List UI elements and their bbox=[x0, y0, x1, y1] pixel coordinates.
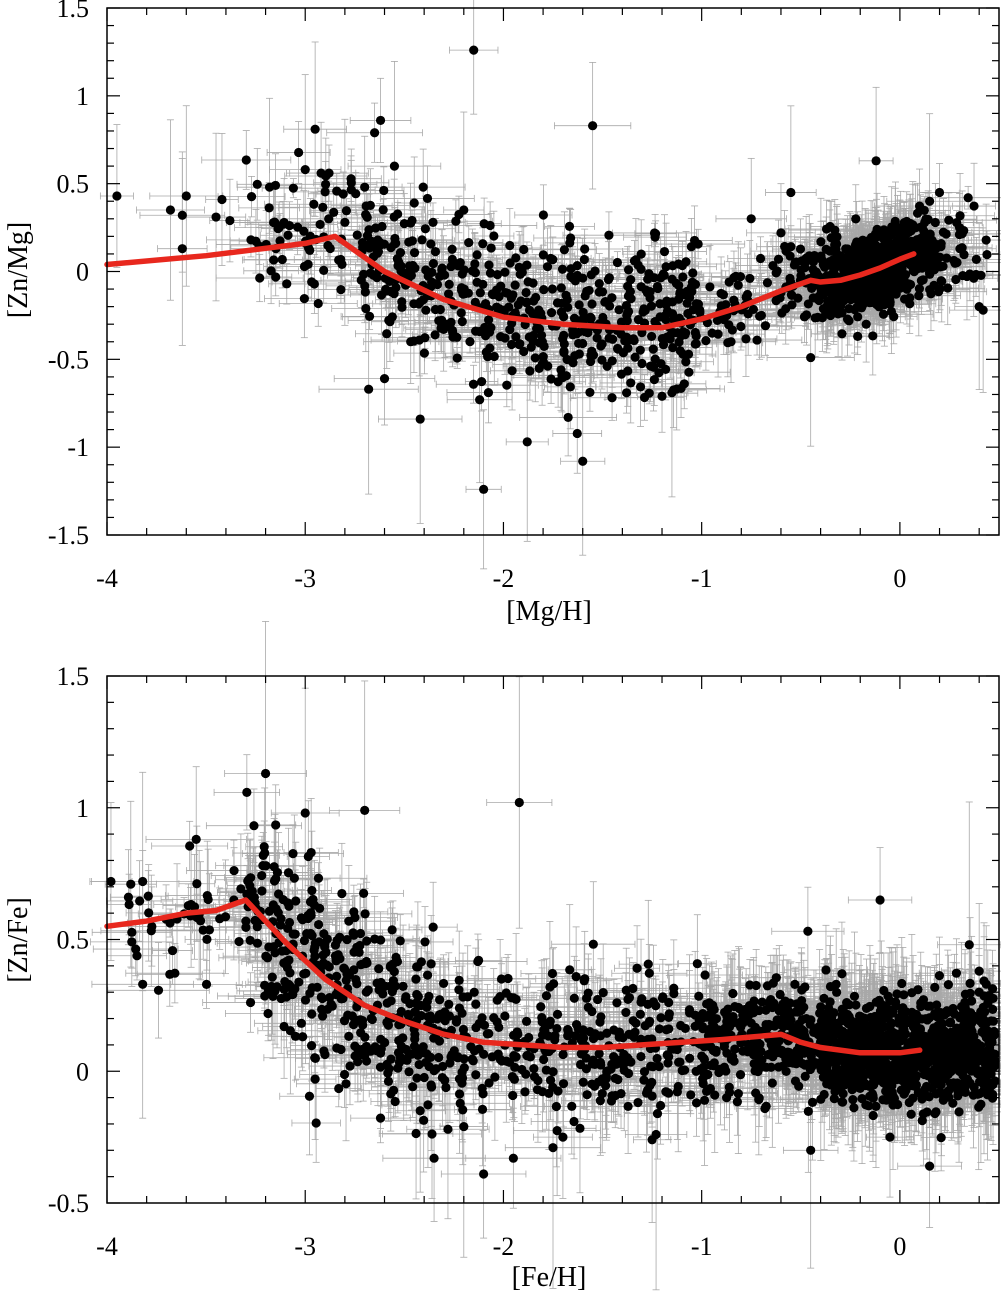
top-panel: -4 -3 -2 -1 0 -1.5-1-0.500.511.5 [Mg/H] [Zn/… bbox=[3, 0, 1001, 627]
